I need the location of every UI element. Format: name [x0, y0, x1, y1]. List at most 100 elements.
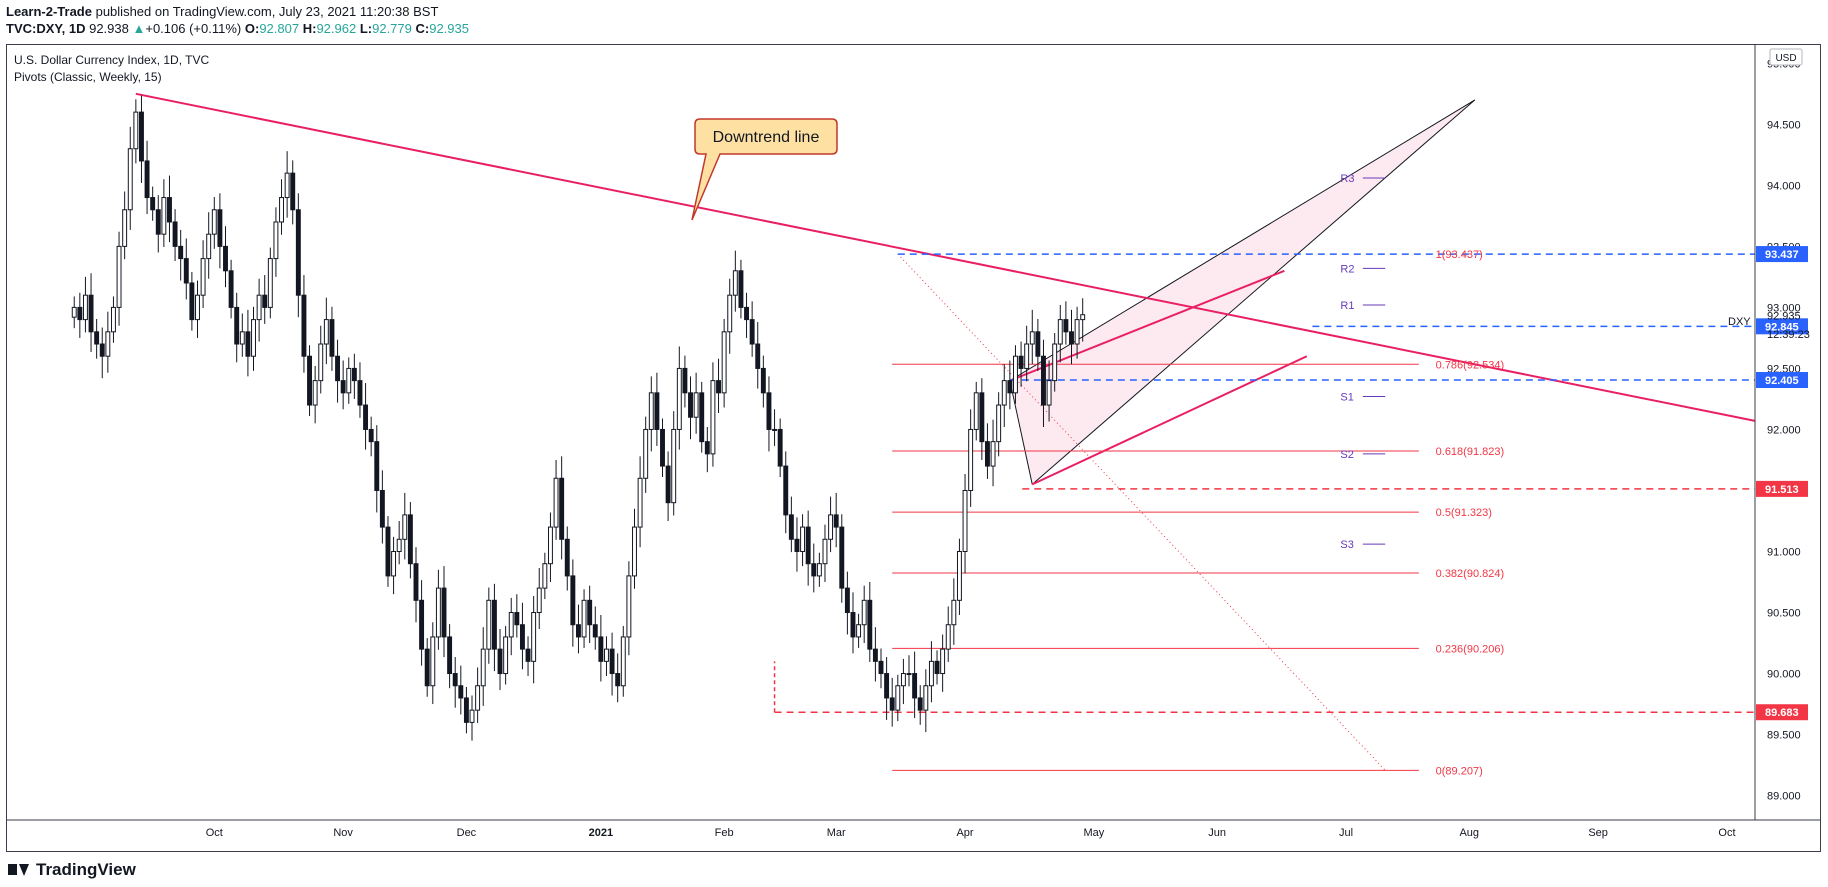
candle-body[interactable] — [447, 636, 453, 675]
candle-body[interactable] — [844, 587, 850, 614]
candle-body[interactable] — [811, 563, 817, 577]
candle-body[interactable] — [721, 331, 727, 394]
candle-body[interactable] — [973, 392, 979, 430]
candle-body[interactable] — [312, 380, 318, 406]
candle-body[interactable] — [559, 477, 565, 540]
candle-body[interactable] — [379, 489, 385, 528]
candle-body[interactable] — [654, 392, 660, 430]
candle-body[interactable] — [189, 282, 195, 321]
candle-body[interactable] — [519, 624, 525, 650]
candle-body[interactable] — [251, 319, 256, 357]
wedge-left-line[interactable] — [1009, 380, 1033, 485]
candle-body[interactable] — [620, 636, 626, 687]
price-tag[interactable] — [1756, 318, 1808, 335]
candle-body[interactable] — [912, 673, 918, 699]
candle-body[interactable] — [301, 294, 307, 357]
candle-body[interactable] — [738, 270, 744, 308]
candle-body[interactable] — [82, 294, 88, 321]
candle-body[interactable] — [923, 685, 929, 711]
candle-body[interactable] — [396, 538, 402, 552]
candle-body[interactable] — [155, 209, 161, 235]
candle-body[interactable] — [755, 343, 761, 369]
candle-body[interactable] — [962, 489, 968, 552]
candle-body[interactable] — [1074, 319, 1080, 345]
candle-body[interactable] — [430, 636, 436, 687]
candle-body[interactable] — [996, 404, 1002, 443]
candle-body[interactable] — [1013, 355, 1018, 394]
candle-body[interactable] — [693, 392, 699, 418]
candle-body[interactable] — [441, 587, 447, 638]
candle-body[interactable] — [648, 392, 654, 430]
candle-body[interactable] — [688, 392, 693, 418]
candle-body[interactable] — [486, 599, 492, 650]
candle-body[interactable] — [228, 270, 234, 308]
candle-body[interactable] — [671, 428, 677, 504]
candle-body[interactable] — [1057, 319, 1063, 345]
candle-body[interactable] — [716, 380, 721, 394]
candle-body[interactable] — [139, 111, 144, 162]
candle-body[interactable] — [346, 367, 352, 394]
author-name[interactable]: Learn-2-Trade — [6, 4, 92, 19]
candle-body[interactable] — [878, 660, 884, 675]
candle-body[interactable] — [772, 428, 778, 431]
candle-body[interactable] — [553, 477, 559, 528]
price-tag[interactable] — [1756, 704, 1808, 721]
candle-body[interactable] — [475, 685, 481, 711]
candle-body[interactable] — [357, 380, 363, 406]
candle-body[interactable] — [234, 306, 240, 345]
candle-body[interactable] — [178, 245, 184, 260]
candle-body[interactable] — [267, 258, 273, 308]
candle-body[interactable] — [889, 697, 895, 711]
candle-body[interactable] — [609, 648, 615, 675]
candle-body[interactable] — [794, 538, 800, 552]
candle-body[interactable] — [1001, 380, 1007, 406]
candle-body[interactable] — [828, 514, 834, 540]
candle-body[interactable] — [856, 624, 862, 638]
candle-body[interactable] — [1029, 331, 1035, 345]
candle-body[interactable] — [424, 648, 430, 687]
candle-body[interactable] — [900, 673, 906, 687]
candle-body[interactable] — [1035, 331, 1041, 357]
candle-body[interactable] — [105, 331, 111, 357]
candle-body[interactable] — [581, 599, 587, 638]
candle-body[interactable] — [1024, 343, 1030, 369]
wedge-upper-line[interactable] — [1009, 99, 1476, 382]
candle-body[interactable] — [727, 294, 733, 333]
candle-body[interactable] — [458, 685, 464, 699]
candle-body[interactable] — [391, 550, 397, 577]
candle-body[interactable] — [340, 380, 346, 394]
candle-body[interactable] — [872, 648, 878, 662]
candle-body[interactable] — [1069, 331, 1074, 345]
candle-body[interactable] — [206, 233, 212, 260]
price-tag[interactable] — [1756, 372, 1808, 389]
candle-body[interactable] — [329, 319, 335, 357]
candle-body[interactable] — [934, 660, 940, 675]
candle-body[interactable] — [239, 331, 245, 345]
candle-body[interactable] — [435, 587, 441, 638]
candle-body[interactable] — [1018, 355, 1024, 369]
candle-body[interactable] — [604, 648, 609, 662]
candle-body[interactable] — [749, 319, 755, 345]
footer-brand[interactable]: TradingView — [8, 860, 136, 880]
indicator-label[interactable]: Pivots (Classic, Weekly, 15) — [14, 70, 162, 84]
candle-body[interactable] — [884, 673, 890, 699]
candle-body[interactable] — [928, 660, 934, 687]
candle-body[interactable] — [94, 331, 100, 345]
candle-body[interactable] — [587, 599, 593, 626]
candle-body[interactable] — [318, 343, 324, 382]
candle-body[interactable] — [777, 428, 783, 467]
candle-body[interactable] — [822, 538, 828, 565]
candle-body[interactable] — [1041, 355, 1046, 406]
candle-body[interactable] — [402, 514, 408, 540]
candle-body[interactable] — [497, 648, 503, 675]
candle-body[interactable] — [956, 550, 962, 601]
candle-body[interactable] — [805, 526, 811, 565]
candle-body[interactable] — [760, 367, 766, 394]
candle-body[interactable] — [968, 428, 974, 491]
candle-body[interactable] — [413, 563, 419, 601]
candle-body[interactable] — [273, 221, 279, 260]
candle-body[interactable] — [419, 599, 425, 650]
chart-frame[interactable] — [6, 44, 1821, 852]
candle-body[interactable] — [626, 575, 632, 638]
